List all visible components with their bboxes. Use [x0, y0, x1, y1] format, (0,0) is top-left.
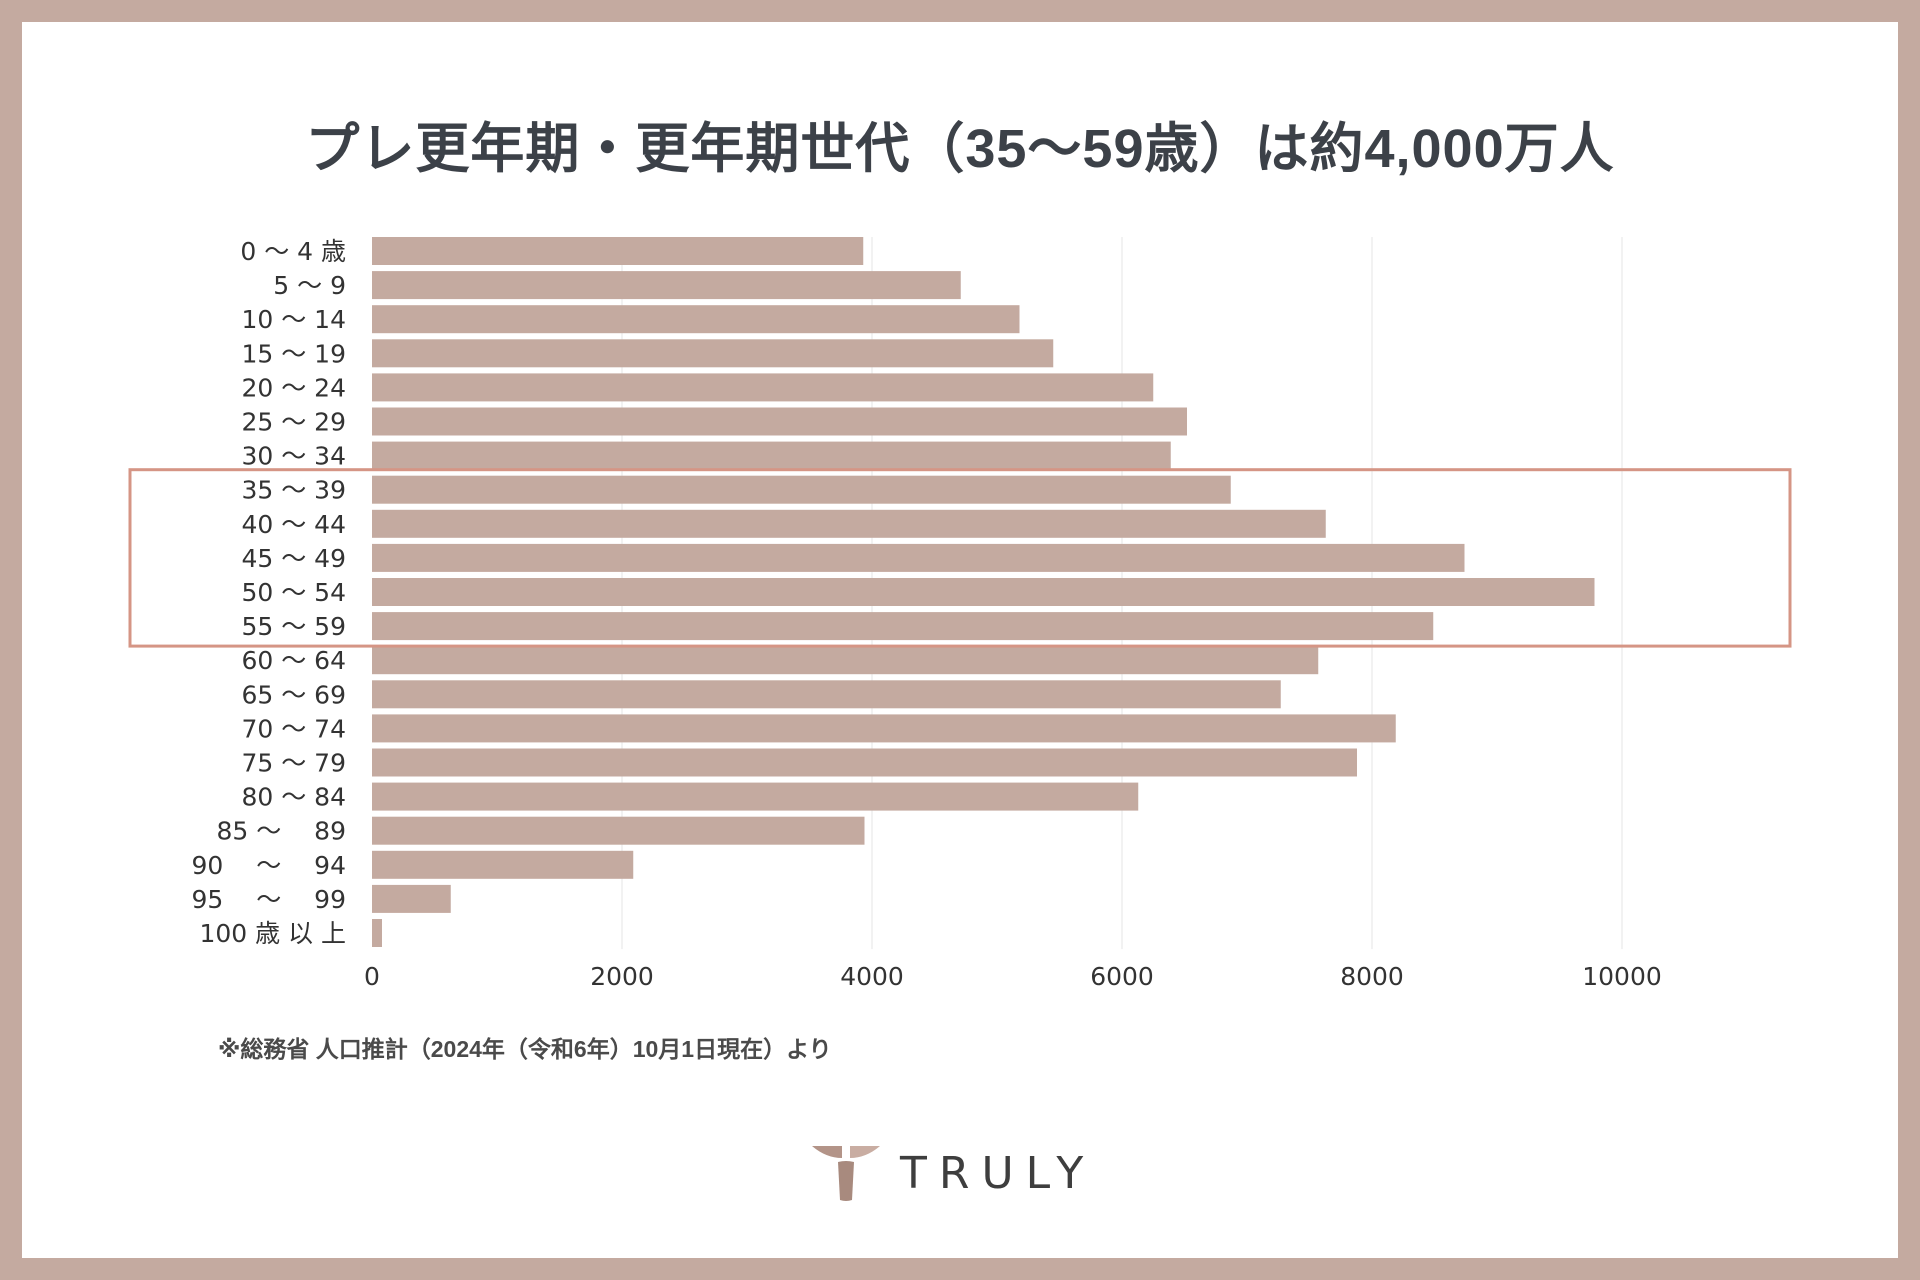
- bar-4: [372, 373, 1154, 402]
- bar-5: [372, 407, 1187, 436]
- category-label: 15 〜 19: [241, 339, 346, 368]
- category-label: 25 〜 29: [241, 408, 346, 437]
- category-label: 35 〜 39: [241, 476, 346, 505]
- bar-3: [372, 339, 1054, 368]
- x-tick-label: 4000: [840, 962, 904, 991]
- bar-18: [372, 850, 634, 879]
- category-label: 100 歳 以 上: [199, 919, 346, 948]
- bar-16: [372, 782, 1139, 811]
- bar-20: [372, 919, 382, 947]
- category-label: 45 〜 49: [241, 544, 346, 573]
- category-label: 75 〜 79: [241, 749, 346, 778]
- truly-logo-icon: [812, 1146, 880, 1201]
- category-label: 55 〜 59: [241, 612, 346, 641]
- category-label: 0 〜 4 歳: [240, 237, 346, 266]
- brand-logo: TRULY: [812, 1144, 1095, 1202]
- chart-title: プレ更年期・更年期世代（35〜59歳）は約4,000万人: [305, 119, 1615, 179]
- bar-13: [372, 680, 1281, 709]
- category-label: 90 〜 94: [191, 851, 346, 880]
- source-note: ※総務省 人口推計（2024年（令和6年）10月1日現在）より: [218, 1036, 832, 1062]
- bar-17: [372, 816, 865, 845]
- bar-0: [372, 237, 864, 265]
- category-label: 20 〜 24: [241, 373, 346, 402]
- category-label: 65 〜 69: [241, 680, 346, 709]
- bar-6: [372, 441, 1171, 470]
- category-label: 80 〜 84: [241, 783, 346, 812]
- category-label: 70 〜 74: [241, 714, 346, 743]
- x-tick-label: 6000: [1090, 962, 1154, 991]
- category-label: 95 〜 99: [191, 885, 346, 914]
- category-label: 40 〜 44: [241, 510, 346, 539]
- bar-10: [372, 578, 1595, 606]
- category-label: 60 〜 64: [241, 646, 346, 675]
- category-label: 10 〜 14: [241, 305, 346, 334]
- bar-8: [372, 509, 1326, 538]
- brand-name: TRULY: [900, 1147, 1096, 1199]
- category-label: 30 〜 34: [241, 442, 346, 471]
- bar-2: [372, 305, 1020, 334]
- category-label: 5 〜 9: [273, 271, 346, 300]
- highlight-box: [128, 468, 1792, 648]
- bar-7: [372, 475, 1231, 504]
- bar-11: [372, 612, 1434, 641]
- x-tick-label: 0: [364, 962, 380, 991]
- bar-19: [372, 884, 451, 913]
- x-tick-label: 10000: [1582, 962, 1662, 991]
- bar-14: [372, 714, 1396, 743]
- x-tick-label: 8000: [1340, 962, 1404, 991]
- category-label: 50 〜 54: [241, 578, 346, 607]
- x-tick-label: 2000: [590, 962, 654, 991]
- bar-1: [372, 271, 961, 300]
- bar-15: [372, 748, 1357, 777]
- bar-9: [372, 543, 1465, 572]
- category-label: 85 〜 89: [216, 817, 346, 846]
- bar-12: [372, 646, 1319, 675]
